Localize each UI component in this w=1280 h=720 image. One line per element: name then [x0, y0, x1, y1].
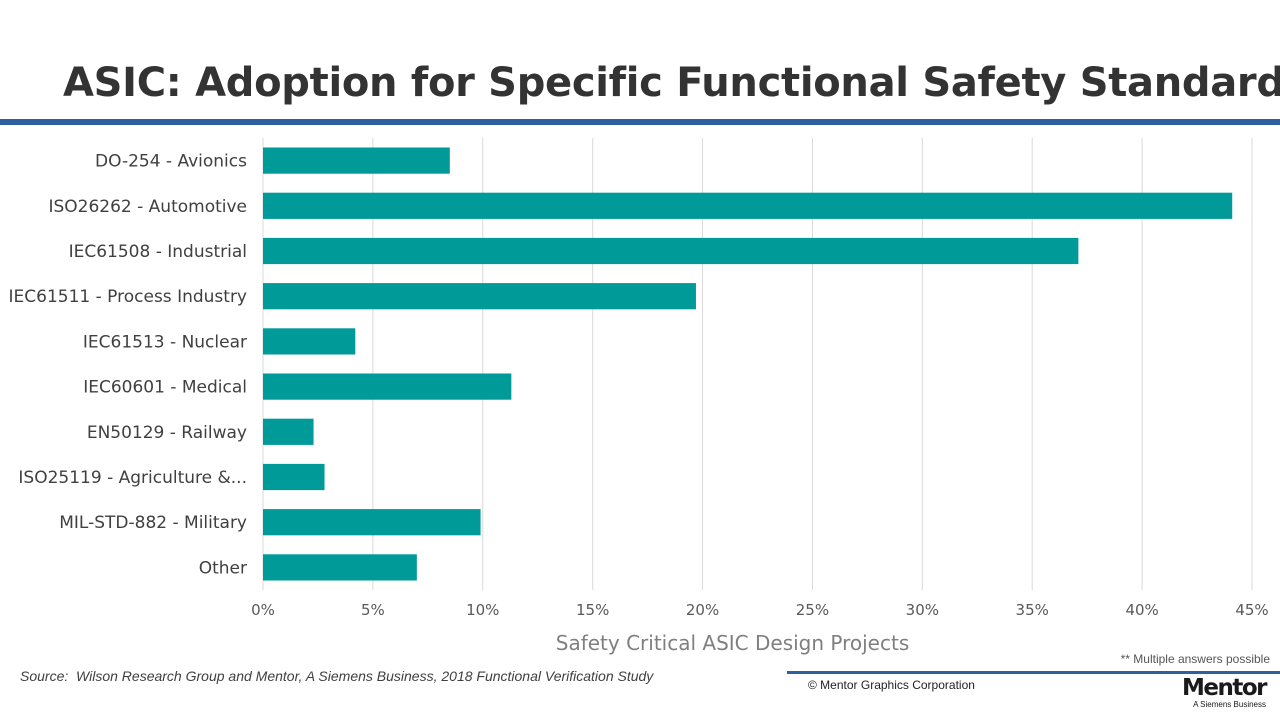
bar — [263, 328, 356, 355]
bar — [263, 237, 1079, 265]
title-divider — [0, 119, 1280, 125]
bar — [263, 509, 481, 536]
bars — [263, 147, 1233, 581]
x-tick-label: 30% — [906, 601, 939, 619]
footer-divider — [787, 671, 1280, 674]
copyright-text: © Mentor Graphics Corporation — [808, 678, 975, 692]
category-label: Other — [199, 558, 247, 578]
page-title: ASIC: Adoption for Specific Functional S… — [63, 60, 1280, 106]
category-label: IEC61508 - Industrial — [69, 242, 247, 262]
category-labels: DO-254 - Avionics ISO26262 - Automotive IE… — [9, 152, 248, 579]
bar-chart: DO-254 - Avionics ISO26262 - Automotive IE… — [9, 138, 1269, 655]
category-label: MIL-STD-882 - Military — [59, 513, 247, 533]
x-tick-label: 0% — [251, 601, 275, 619]
bar — [263, 463, 325, 491]
bar — [263, 554, 417, 581]
x-tick-label: 45% — [1235, 601, 1268, 619]
bar — [263, 418, 314, 445]
x-tick-label: 40% — [1125, 601, 1158, 619]
category-label: IEC61513 - Nuclear — [83, 332, 247, 352]
x-tick-label: 5% — [361, 601, 385, 619]
x-tick-label: 10% — [466, 601, 499, 619]
mentor-logo: Mentor A Siemens Business — [1182, 675, 1268, 709]
multiple-answers-note: ** Multiple answers possible — [1120, 652, 1270, 666]
logo-tagline: A Siemens Business — [1193, 700, 1266, 709]
logo-wordmark: Mentor — [1182, 675, 1268, 701]
bar — [263, 373, 512, 400]
category-label: EN50129 - Railway — [87, 423, 247, 443]
bar — [263, 147, 450, 174]
tick-labels: 0% 5% 10% 15% 20% 25% 30% 35% 40% 45% — [251, 601, 1269, 619]
x-axis-title: Safety Critical ASIC Design Projects — [556, 631, 910, 655]
category-label: IEC61511 - Process Industry — [9, 287, 247, 307]
x-tick-label: 20% — [686, 601, 719, 619]
category-label: ISO25119 - Agriculture &... — [18, 468, 247, 488]
x-tick-label: 35% — [1016, 601, 1049, 619]
category-label: ISO26262 - Automotive — [48, 197, 247, 217]
category-label: DO-254 - Avionics — [95, 152, 247, 172]
bar — [263, 192, 1233, 219]
source-citation: Source: Wilson Research Group and Mentor… — [20, 668, 654, 684]
x-tick-label: 15% — [576, 601, 609, 619]
category-label: IEC60601 - Medical — [83, 378, 247, 398]
bar — [263, 283, 696, 310]
x-tick-label: 25% — [796, 601, 829, 619]
